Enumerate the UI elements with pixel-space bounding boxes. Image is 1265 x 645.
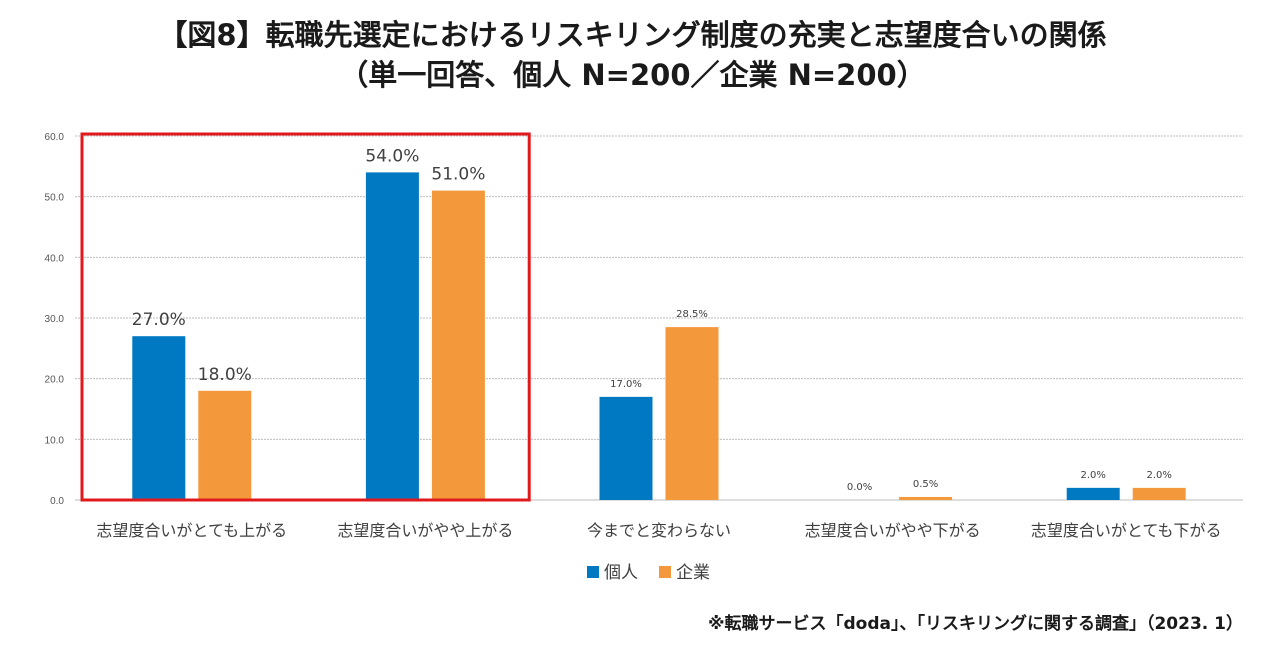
data-label: 0.5% — [913, 479, 938, 490]
data-label: 2.0% — [1080, 470, 1105, 481]
bar-company — [665, 327, 719, 500]
x-category-label: 志望度合いがやや下がる — [805, 521, 981, 540]
y-tick-label: 10.0 — [45, 435, 65, 446]
data-label: 2.0% — [1146, 470, 1171, 481]
legend-swatch-company — [659, 566, 671, 578]
bar-individual — [1066, 487, 1120, 500]
bar-individual — [599, 396, 653, 500]
bar-company — [899, 496, 953, 500]
legend-label: 企業 — [676, 563, 710, 583]
data-label: 0.0% — [847, 482, 872, 493]
data-label: 18.0% — [198, 365, 252, 385]
y-tick-label: 30.0 — [45, 314, 65, 325]
data-label: 28.5% — [676, 309, 708, 320]
bar-company — [1132, 487, 1186, 500]
data-label: 27.0% — [132, 310, 186, 330]
bar-company — [431, 190, 485, 500]
x-category-label: 志望度合いがとても上がる — [96, 521, 287, 540]
bar-individual — [365, 172, 419, 500]
legend-swatch-individual — [587, 566, 599, 578]
y-tick-label: 50.0 — [45, 193, 65, 204]
bar-company — [198, 390, 252, 500]
source-note: ※転職サービス「doda」、「リスキリングに関する調査」（2023. 1） — [707, 614, 1243, 634]
y-tick-label: 0.0 — [50, 496, 64, 507]
legend-label: 個人 — [604, 563, 638, 583]
y-tick-label: 60.0 — [45, 132, 65, 143]
x-category-label: 志望度合いがやや上がる — [337, 521, 513, 540]
chart-subtitle: （単一回答、個人 N=200／企業 N=200） — [339, 58, 926, 92]
data-label: 17.0% — [610, 379, 642, 390]
x-category-label: 志望度合いがとても下がる — [1031, 521, 1222, 540]
data-label: 51.0% — [431, 165, 485, 185]
y-tick-label: 40.0 — [45, 253, 65, 264]
bar-individual — [132, 336, 186, 500]
x-category-label: 今までと変わらない — [587, 521, 731, 540]
chart-title: 【図8】転職先選定におけるリスキリング制度の充実と志望度合いの関係 — [158, 18, 1107, 52]
highlight-frame — [80, 132, 531, 502]
data-label: 54.0% — [365, 146, 419, 166]
y-tick-label: 20.0 — [45, 375, 65, 386]
